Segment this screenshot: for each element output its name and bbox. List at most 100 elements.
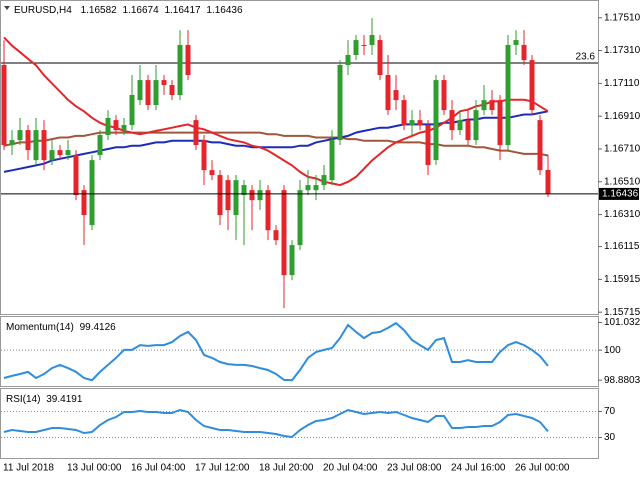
candle-body xyxy=(137,80,143,101)
header: EURUSD,H4 1.16582 1.16674 1.16417 1.1643… xyxy=(14,5,243,16)
candle-body xyxy=(121,125,127,131)
candle-body xyxy=(305,185,311,191)
candle-body xyxy=(417,120,423,126)
x-tick-label: 24 Jul 16:00 xyxy=(451,463,506,474)
candle-body xyxy=(25,130,31,151)
y-tick-label: 1.17310 xyxy=(604,45,640,56)
candle-body xyxy=(169,85,175,96)
candle-body xyxy=(273,230,279,241)
candle-body xyxy=(57,150,63,156)
candle-body xyxy=(433,80,439,161)
candle-body xyxy=(89,160,95,226)
symbol: EURUSD,H4 xyxy=(14,5,72,16)
candle-body xyxy=(401,100,407,126)
open-value: 1.16582 xyxy=(81,5,118,16)
momentum-title: Momentum(14) 99.4126 xyxy=(6,322,116,333)
candle-body xyxy=(409,120,415,126)
candle-body xyxy=(337,65,343,141)
y-tick-label: 1.16310 xyxy=(604,209,640,220)
indicator-name: Momentum(14) xyxy=(6,322,74,333)
candle-body xyxy=(297,190,303,246)
candle-body xyxy=(225,180,231,211)
y-tick-label: 70 xyxy=(604,406,616,417)
candle-body xyxy=(281,190,287,276)
x-tick-label: 16 Jul 04:00 xyxy=(131,463,186,474)
candle-body xyxy=(41,130,47,161)
y-tick-label: 1.16115 xyxy=(604,241,640,252)
candle-body xyxy=(529,60,535,111)
y-tick-label: 100 xyxy=(604,345,621,356)
indicator-value: 99.4126 xyxy=(80,322,117,333)
low-value: 1.16417 xyxy=(164,5,201,16)
momentum-panel xyxy=(0,316,599,387)
price-box-label: 1.16436 xyxy=(602,189,639,200)
candle-body xyxy=(177,44,183,96)
x-tick-label: 13 Jul 00:00 xyxy=(67,463,122,474)
candle-body xyxy=(505,44,511,146)
y-tick-label: 1.15915 xyxy=(604,274,640,285)
header-icon xyxy=(4,6,10,10)
y-tick-label: 1.17110 xyxy=(604,78,640,89)
rsi-panel xyxy=(0,388,599,459)
candle-body xyxy=(321,175,327,186)
candle-body xyxy=(473,110,479,141)
candle-body xyxy=(481,100,487,111)
y-tick-label: 98.8803 xyxy=(604,375,640,386)
candle-body xyxy=(361,44,367,46)
level-label: 23.6 xyxy=(576,52,596,63)
candle-body xyxy=(465,120,471,141)
candle-body xyxy=(33,130,39,161)
candle-body xyxy=(193,120,199,146)
candle-body xyxy=(129,95,135,126)
candle-body xyxy=(425,125,431,166)
candle-body xyxy=(153,80,159,106)
candle-body xyxy=(265,190,271,231)
candle-body xyxy=(97,135,103,156)
candle-body xyxy=(49,150,55,161)
candle-body xyxy=(449,110,455,131)
candle-body xyxy=(1,65,7,146)
candle-body xyxy=(249,190,255,201)
candle-body xyxy=(329,140,335,181)
candle-body xyxy=(289,245,295,276)
y-tick-label: 30 xyxy=(604,432,616,443)
candle-body xyxy=(233,180,239,216)
candle-body xyxy=(145,80,151,106)
high-value: 1.16674 xyxy=(123,5,160,16)
candle-body xyxy=(441,80,447,111)
indicator-line xyxy=(3,408,549,439)
x-tick-label: 23 Jul 08:00 xyxy=(387,463,442,474)
indicator-name: RSI(14) xyxy=(6,394,40,405)
candle-body xyxy=(113,120,119,131)
candle-body xyxy=(17,130,23,141)
candle-body xyxy=(521,44,527,61)
candle-body xyxy=(65,150,71,156)
y-tick-label: 1.16710 xyxy=(604,144,640,155)
candle-body xyxy=(73,155,79,196)
candle-body xyxy=(457,120,463,131)
y-tick-label: 1.16510 xyxy=(604,176,640,187)
y-tick-label: 1.15715 xyxy=(604,307,640,318)
y-tick-label: 101.0327 xyxy=(604,317,640,328)
candle-body xyxy=(489,100,495,111)
y-tick-label: 1.16910 xyxy=(604,111,640,122)
candle-body xyxy=(105,117,111,136)
candle-body xyxy=(545,169,551,194)
x-tick-label: 20 Jul 04:00 xyxy=(323,463,378,474)
candle-body xyxy=(9,140,15,146)
x-tick-label: 17 Jul 12:00 xyxy=(195,463,250,474)
x-tick-label: 26 Jul 00:00 xyxy=(515,463,570,474)
close-value: 1.16436 xyxy=(206,5,243,16)
x-tick-label: 18 Jul 20:00 xyxy=(259,463,314,474)
candle-body xyxy=(81,190,87,216)
candle-body xyxy=(241,185,247,196)
indicator-line xyxy=(3,321,549,382)
candle-body xyxy=(377,40,383,76)
candle-body xyxy=(185,44,191,76)
price-box xyxy=(599,187,639,200)
candle-body xyxy=(369,34,375,45)
rsi-title: RSI(14) 39.4191 xyxy=(6,394,83,405)
candle-body xyxy=(497,100,503,146)
